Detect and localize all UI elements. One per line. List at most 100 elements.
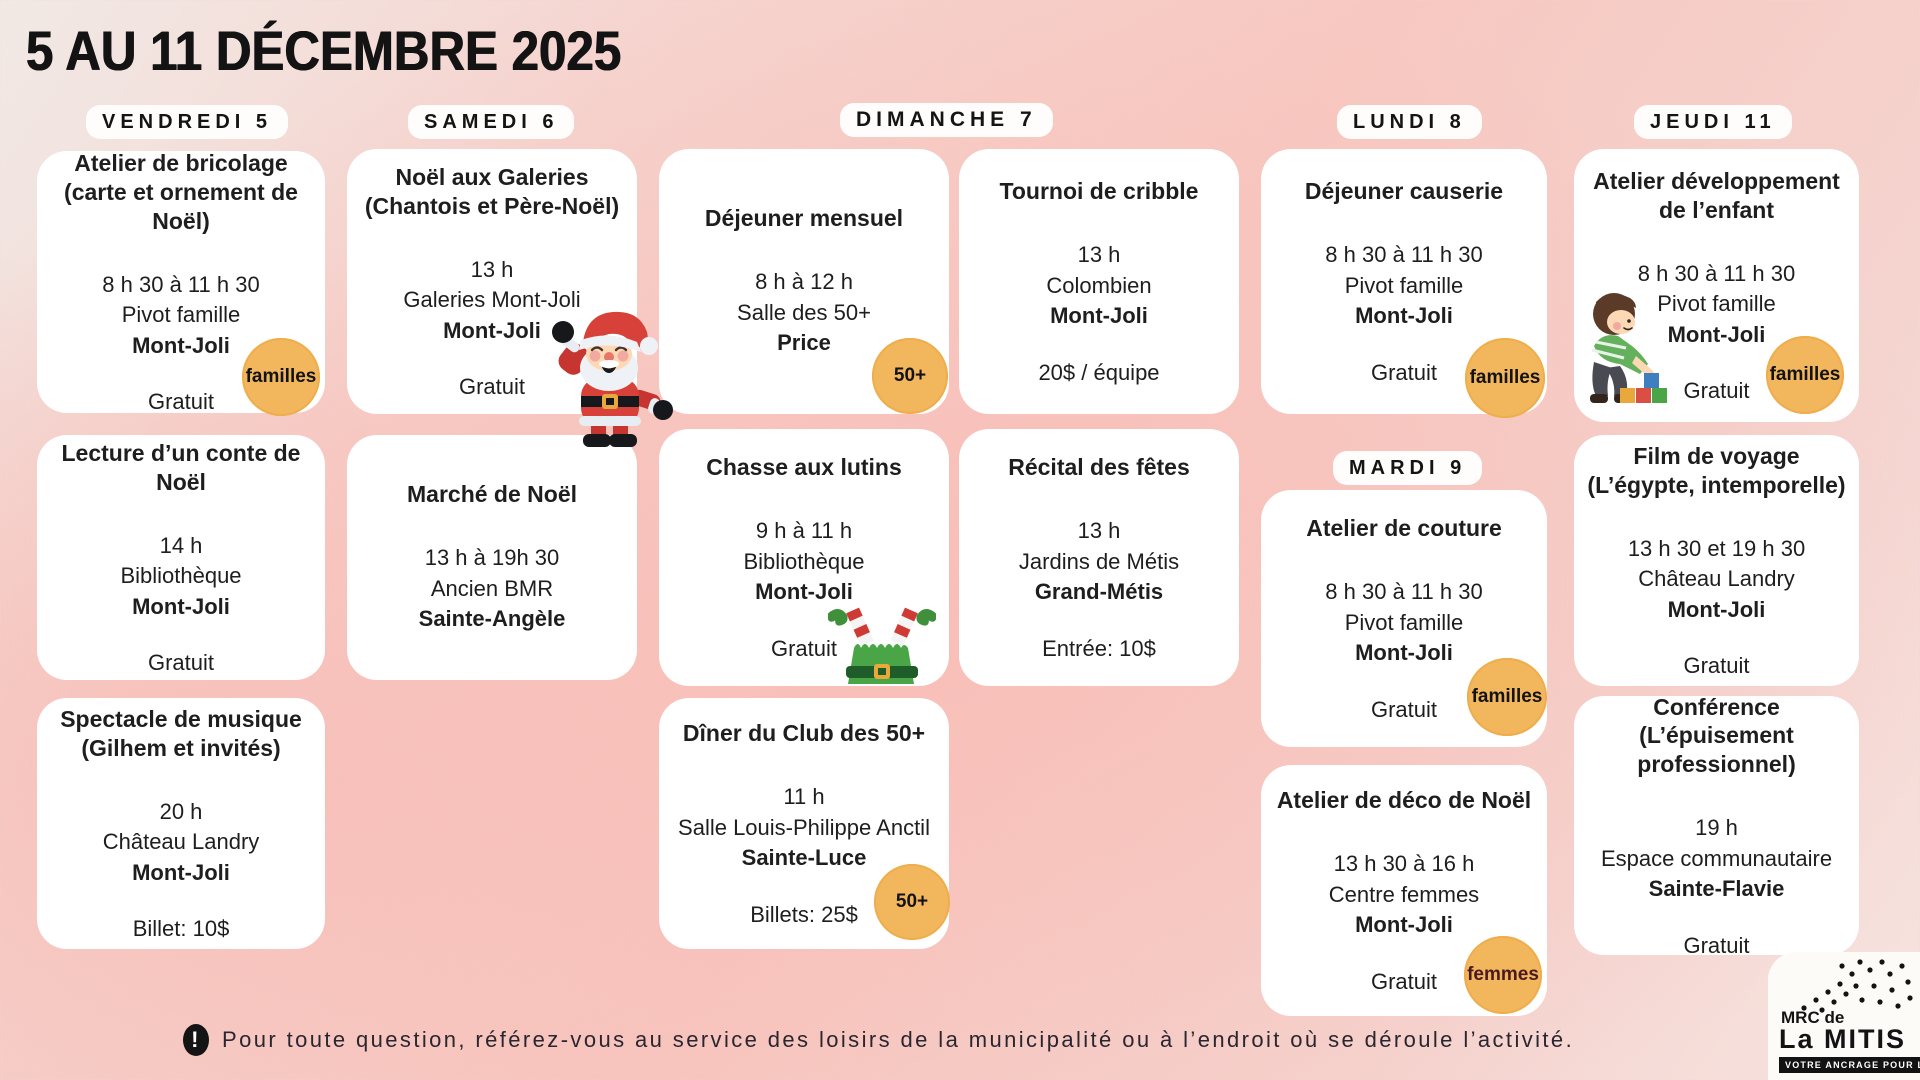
- event-details: 8 h 30 à 11 h 30 Pivot famille Mont-Joli: [1638, 259, 1795, 350]
- footer-note: ! Pour toute question, référez-vous au s…: [183, 1024, 1743, 1056]
- event-title: Atelier de couture: [1306, 515, 1502, 542]
- day-header-lundi-8: LUNDI 8: [1337, 105, 1482, 139]
- event-title: Marché de Noël: [407, 481, 577, 508]
- child-playing-blocks-icon: [1590, 293, 1667, 403]
- event-venue: Bibliothèque: [120, 563, 242, 589]
- badge-familles: familles: [1766, 336, 1844, 414]
- event-venue: Galeries Mont-Joli: [403, 287, 581, 313]
- event-venue: Pivot famille: [1344, 272, 1464, 298]
- event-details: 13 h Jardins de Métis Grand-Métis: [1019, 516, 1179, 607]
- badge-50-plus: 50+: [874, 864, 950, 940]
- badge-label: familles: [1469, 367, 1541, 388]
- event-details: 11 h Salle Louis-Philippe Anctil Sainte-…: [678, 782, 930, 873]
- event-time: 13 h: [470, 256, 514, 282]
- event-venue: Château Landry: [102, 829, 260, 855]
- event-time: 8 h 30 à 11 h 30: [102, 271, 260, 297]
- event-city: Sainte-Flavie: [1648, 876, 1785, 902]
- event-city: Mont-Joli: [1667, 321, 1766, 347]
- event-details: 8 h à 12 h Salle des 50+ Price: [737, 267, 871, 358]
- event-time: 8 h à 12 h: [755, 269, 853, 295]
- page-title: 5 AU 11 DÉCEMBRE 2025: [26, 19, 622, 82]
- event-card-marche-de-noel: Marché de Noël 13 h à 19h 30 Ancien BMR …: [347, 435, 637, 680]
- event-city: Mont-Joli: [755, 579, 853, 605]
- event-venue: Château Landry: [1638, 566, 1795, 592]
- event-price: Gratuit: [147, 389, 215, 414]
- event-venue: Pivot famille: [121, 302, 241, 328]
- event-title: Conférence (L’épuisement professionnel): [1637, 693, 1796, 778]
- event-title: Déjeuner causerie: [1304, 178, 1504, 205]
- event-city: Price: [777, 330, 831, 356]
- event-venue: Ancien BMR: [430, 575, 554, 601]
- event-card-recital-des-fetes: Récital des fêtes 13 h Jardins de Métis …: [959, 429, 1239, 686]
- event-details: 9 h à 11 h Bibliothèque Mont-Joli: [743, 516, 864, 607]
- event-time: 13 h: [1077, 242, 1121, 268]
- event-title: Noël aux Galeries (Chantois et Père-Noël…: [364, 164, 620, 219]
- event-details: 13 h Colombien Mont-Joli: [1046, 240, 1151, 331]
- event-price: Entrée: 10$: [1042, 635, 1156, 661]
- event-card-lecture-conte: Lecture d’un conte de Noël 14 h Biblioth…: [37, 435, 325, 680]
- event-venue: Espace communautaire: [1600, 845, 1833, 871]
- event-price: Gratuit: [1683, 653, 1750, 679]
- event-time: 14 h: [159, 532, 203, 558]
- day-header-dimanche-7: DIMANCHE 7: [840, 103, 1053, 137]
- event-venue: Bibliothèque: [743, 548, 865, 574]
- badge-familles: familles: [1467, 658, 1547, 736]
- event-city: Mont-Joli: [1355, 303, 1453, 329]
- event-price: Gratuit: [1683, 932, 1750, 958]
- event-title: Atelier développement de l’enfant: [1593, 167, 1840, 223]
- event-title: Atelier de déco de Noël: [1276, 787, 1532, 814]
- day-header-jeudi-11: JEUDI 11: [1634, 105, 1792, 139]
- event-title: Déjeuner mensuel: [704, 205, 904, 232]
- event-price: Gratuit: [1683, 378, 1750, 403]
- event-details: 14 h Bibliothèque Mont-Joli: [120, 531, 241, 622]
- event-venue: Colombien: [1046, 272, 1152, 298]
- event-venue: Jardins de Métis: [1018, 548, 1180, 574]
- event-city: Mont-Joli: [1355, 912, 1453, 938]
- event-details: 8 h 30 à 11 h 30 Pivot famille Mont-Joli: [1325, 240, 1482, 331]
- event-price: Billets: 25$: [750, 901, 858, 927]
- badge-label: familles: [245, 366, 317, 387]
- event-venue: Salle Louis-Philippe Anctil: [678, 814, 930, 840]
- event-title: Film de voyage (L’égypte, intemporelle): [1587, 443, 1846, 498]
- event-time: 11 h: [783, 784, 825, 810]
- event-city: Mont-Joli: [1355, 640, 1453, 666]
- badge-label: 50+: [895, 891, 929, 912]
- logo-dots-icon: [1801, 959, 1913, 1013]
- event-title: Lecture d’un conte de Noël: [61, 440, 301, 495]
- badge-label: femmes: [1467, 964, 1539, 985]
- badge-50-plus: 50+: [872, 338, 948, 414]
- event-card-conference-epuisement: Conférence (L’épuisement professionnel) …: [1574, 693, 1859, 958]
- event-card-spectacle-musique: Spectacle de musique (Gilhem et invités)…: [37, 698, 325, 949]
- event-title: Récital des fêtes: [1008, 454, 1190, 481]
- logo-text-la-mitis: La MITIS: [1779, 1024, 1907, 1054]
- day-header-samedi-6: SAMEDI 6: [408, 105, 575, 139]
- event-time: 20 h: [159, 798, 203, 824]
- footer-text: Pour toute question, référez-vous au ser…: [222, 1027, 1575, 1052]
- event-title: Tournoi de cribble: [999, 178, 1199, 205]
- event-details: 8 h 30 à 11 h 30 Pivot famille Mont-Joli: [1325, 577, 1482, 668]
- event-time: 8 h 30 à 11 h 30: [1325, 242, 1483, 268]
- event-price: Gratuit: [1370, 696, 1438, 722]
- event-title: Chasse aux lutins: [706, 454, 902, 481]
- event-details: 20 h Château Landry Mont-Joli: [103, 797, 260, 888]
- event-card-tournoi-cribble: Tournoi de cribble 13 h Colombien Mont-J…: [959, 149, 1239, 414]
- event-city: Sainte-Luce: [741, 845, 867, 871]
- elf-legs-icon: [828, 607, 936, 684]
- event-details: 8 h 30 à 11 h 30 Pivot famille Mont-Joli: [102, 270, 259, 361]
- event-time: 13 h 30 et 19 h 30: [1627, 535, 1806, 561]
- event-details: 19 h Espace communautaire Sainte-Flavie: [1601, 813, 1832, 904]
- badge-femmes: femmes: [1464, 936, 1542, 1014]
- event-card-atelier-deco-noel: Atelier de déco de Noël 13 h 30 à 16 h C…: [1261, 765, 1547, 1016]
- event-city: Mont-Joli: [132, 593, 230, 619]
- event-time: 13 h à 19h 30: [424, 545, 560, 571]
- exclamation-icon: !: [183, 1024, 209, 1056]
- event-city: Mont-Joli: [132, 332, 230, 358]
- event-title: Dîner du Club des 50+: [682, 720, 926, 747]
- event-venue: Pivot famille: [1657, 291, 1776, 317]
- badge-familles: familles: [242, 338, 320, 416]
- event-price: 20$ / équipe: [1038, 359, 1160, 385]
- event-venue: Centre femmes: [1328, 881, 1480, 907]
- event-price: Gratuit: [147, 650, 215, 676]
- event-time: 13 h: [1077, 518, 1121, 544]
- event-card-atelier-bricolage: Atelier de bricolage (carte et ornement …: [37, 150, 325, 414]
